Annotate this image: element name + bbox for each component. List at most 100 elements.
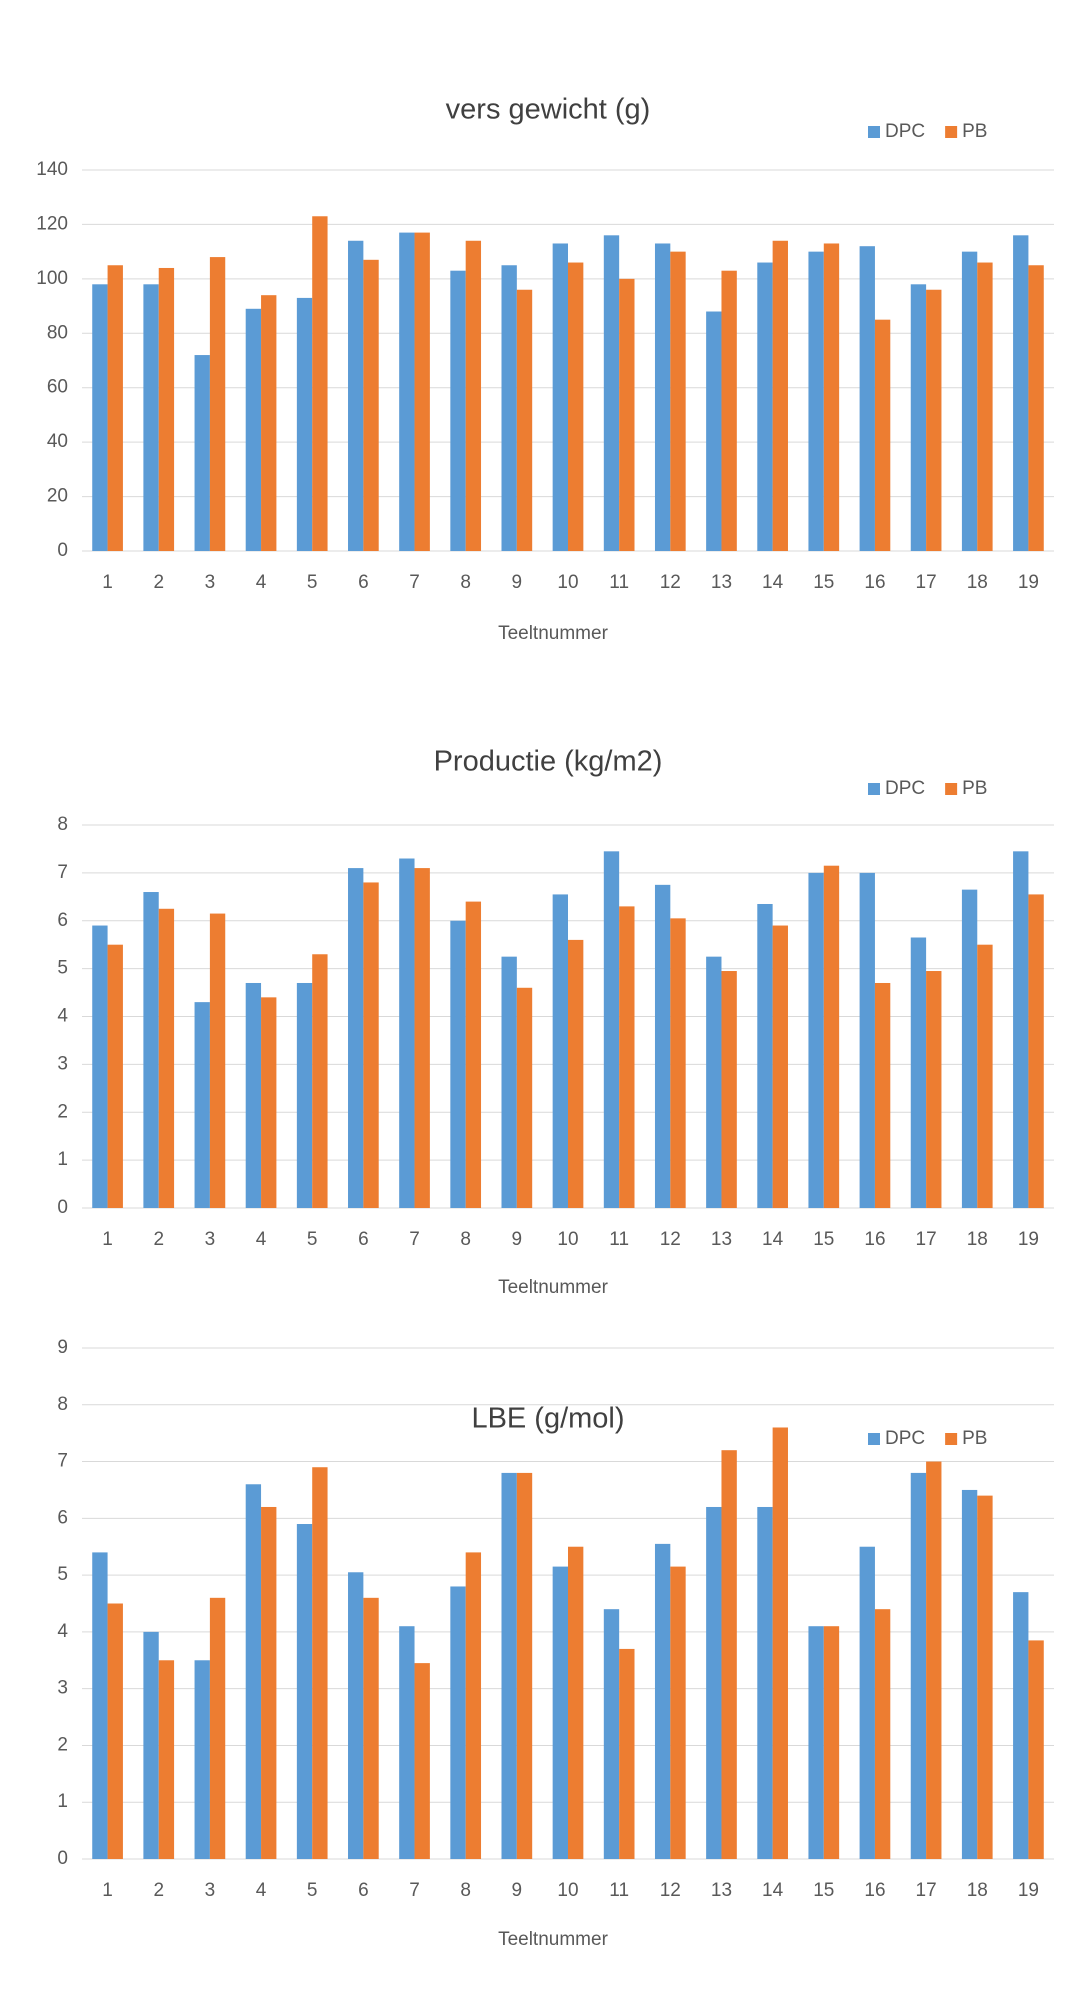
x-tick-label: 7 — [409, 1880, 420, 1901]
x-tick-label: 5 — [307, 1229, 318, 1250]
bar — [1028, 265, 1044, 551]
legend-swatch — [945, 126, 958, 138]
legend-label: DPC — [885, 778, 925, 799]
bar — [465, 240, 482, 551]
bar — [670, 251, 686, 551]
x-tick-label: 18 — [967, 1880, 988, 1901]
x-tick-label: 17 — [916, 1880, 937, 1901]
bar — [568, 1546, 584, 1859]
bar — [312, 216, 328, 551]
x-tick-label: 2 — [153, 1229, 164, 1250]
x-tick-label: 14 — [762, 572, 784, 593]
y-tick-label: 40 — [47, 431, 68, 452]
bar — [363, 1597, 379, 1859]
x-tick-label: 10 — [557, 1229, 578, 1250]
x-tick-label: 2 — [153, 572, 164, 593]
x-tick-label: 7 — [409, 572, 420, 593]
y-tick-label: 120 — [36, 213, 68, 234]
bar — [348, 1572, 364, 1859]
x-tick-label: 12 — [660, 1880, 681, 1901]
bar — [245, 1484, 262, 1859]
bar — [961, 251, 978, 551]
x-tick-label: 19 — [1018, 1229, 1039, 1250]
y-tick-label: 1 — [57, 1149, 68, 1170]
bar — [501, 956, 517, 1208]
chart-title: LBE (g/mol) — [471, 1403, 624, 1435]
y-tick-label: 0 — [57, 1848, 68, 1869]
y-tick-label: 0 — [57, 1197, 68, 1218]
x-tick-label: 8 — [460, 1229, 471, 1250]
x-tick-label: 16 — [864, 1880, 885, 1901]
bar — [961, 1489, 978, 1859]
bar — [465, 1552, 482, 1859]
bar — [92, 925, 108, 1208]
legend-label: PB — [962, 1428, 987, 1449]
x-tick-label: 7 — [409, 1229, 420, 1250]
bar — [603, 1609, 620, 1859]
x-tick-label: 13 — [711, 1880, 732, 1901]
x-axis-label: Teeltnummer — [498, 1277, 608, 1298]
x-tick-label: 2 — [153, 1880, 164, 1901]
bar — [348, 240, 364, 551]
bar — [552, 243, 568, 551]
bar — [568, 939, 584, 1208]
x-axis-label: Teeltnummer — [498, 623, 608, 644]
y-tick-label: 6 — [57, 910, 68, 931]
y-tick-label: 9 — [57, 1337, 68, 1358]
bar — [757, 1506, 773, 1859]
x-tick-label: 17 — [916, 1229, 937, 1250]
bar — [399, 858, 415, 1208]
bar — [706, 1506, 722, 1859]
bar — [926, 289, 942, 551]
bar — [209, 913, 226, 1208]
bar — [465, 901, 482, 1208]
x-tick-label: 16 — [864, 572, 885, 593]
y-tick-label: 4 — [57, 1006, 68, 1027]
bar — [977, 944, 993, 1208]
bar — [910, 1472, 927, 1859]
bar — [1028, 894, 1044, 1208]
x-tick-label: 8 — [460, 572, 471, 593]
bar — [143, 892, 159, 1208]
x-tick-label: 3 — [205, 572, 216, 593]
bar — [977, 1495, 993, 1859]
y-tick-label: 5 — [57, 958, 68, 979]
bar — [450, 270, 466, 551]
legend-swatch — [868, 1433, 880, 1445]
x-tick-label: 18 — [967, 572, 988, 593]
x-tick-label: 3 — [205, 1880, 216, 1901]
bar — [874, 319, 891, 551]
bar — [158, 1660, 175, 1859]
bar — [859, 246, 875, 551]
bar — [926, 971, 942, 1208]
legend-swatch — [868, 126, 880, 138]
x-tick-label: 12 — [660, 1229, 681, 1250]
x-tick-label: 14 — [762, 1229, 784, 1250]
bar — [1013, 851, 1029, 1208]
bar — [209, 257, 226, 551]
bar — [859, 872, 875, 1208]
y-tick-label: 7 — [57, 1451, 68, 1472]
y-tick-label: 140 — [36, 159, 68, 180]
bar — [143, 284, 159, 551]
x-tick-label: 1 — [102, 1880, 113, 1901]
x-tick-label: 18 — [967, 1229, 988, 1250]
x-tick-label: 13 — [711, 572, 732, 593]
bar — [568, 262, 584, 551]
bar — [654, 884, 671, 1208]
bar — [209, 1597, 226, 1859]
x-tick-label: 13 — [711, 1229, 732, 1250]
x-tick-label: 14 — [762, 1880, 784, 1901]
bar — [1013, 1592, 1029, 1859]
bar — [823, 865, 840, 1208]
bar — [414, 868, 430, 1208]
bar — [194, 355, 210, 551]
y-tick-label: 3 — [57, 1678, 68, 1699]
bar — [977, 262, 993, 551]
bar — [552, 1566, 568, 1859]
x-tick-label: 15 — [813, 1880, 834, 1901]
chart-title: Productie (kg/m2) — [434, 746, 663, 778]
x-tick-label: 8 — [460, 1880, 471, 1901]
bar — [670, 1566, 686, 1859]
